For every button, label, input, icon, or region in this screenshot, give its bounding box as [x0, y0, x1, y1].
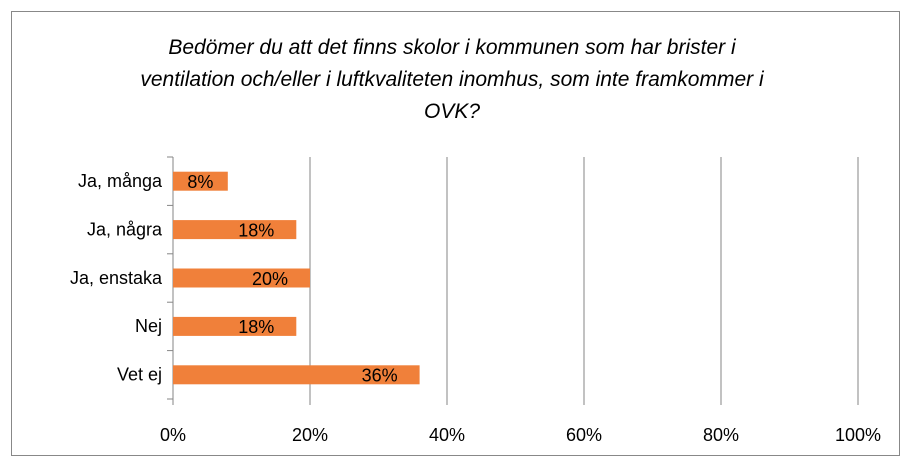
- y-tick-label: Ja, enstaka: [70, 268, 163, 288]
- x-tick-label: 0%: [160, 425, 186, 445]
- x-tick-label: 80%: [703, 425, 739, 445]
- y-tick-label: Nej: [135, 316, 162, 336]
- x-tick-label: 60%: [566, 425, 602, 445]
- chart-title: Bedömer du att det finns skolor i kommun…: [140, 36, 764, 123]
- data-label: 18%: [238, 317, 274, 337]
- bar: [173, 171, 228, 191]
- bar: [173, 316, 297, 336]
- x-tick-label: 40%: [429, 425, 465, 445]
- bar: [173, 220, 297, 240]
- y-tick-label: Vet ej: [117, 365, 162, 385]
- y-tick-label: Ja, många: [78, 171, 163, 191]
- x-tick-label: 100%: [835, 425, 881, 445]
- y-tick-label: Ja, några: [87, 219, 163, 239]
- bar: [173, 268, 310, 288]
- data-label: 18%: [238, 220, 274, 240]
- data-label: 36%: [362, 366, 398, 386]
- x-tick-label: 20%: [292, 425, 328, 445]
- chart-border: [11, 11, 900, 456]
- data-label: 20%: [252, 269, 288, 289]
- data-label: 8%: [187, 172, 213, 192]
- bar: [173, 365, 420, 385]
